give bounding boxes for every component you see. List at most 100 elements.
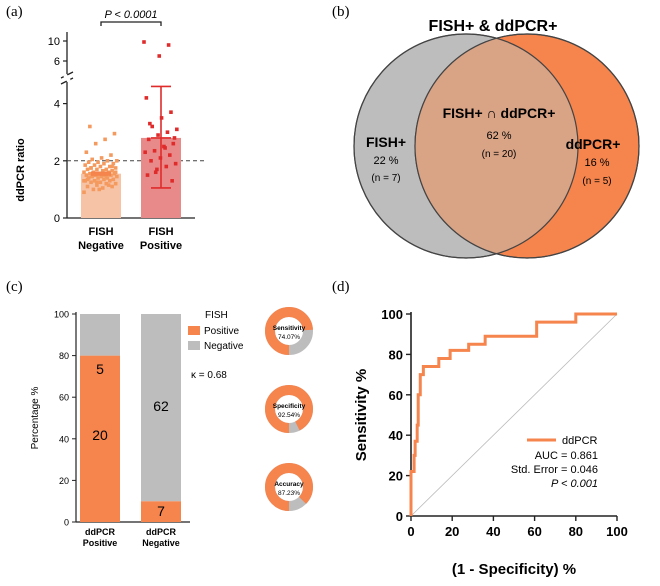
data-point-positive	[171, 141, 176, 146]
venn-right-pct: 16 %	[584, 157, 609, 169]
data-point-negative	[98, 164, 103, 169]
data-point-negative	[109, 153, 113, 157]
stacked-bar-positive	[80, 355, 120, 522]
data-point-positive	[153, 170, 158, 175]
y-tick-label: 40	[59, 434, 69, 444]
y-tick-label: 80	[389, 347, 403, 362]
panel-c-ylabel: Percentage %	[30, 386, 41, 449]
data-point-negative	[110, 164, 114, 169]
panel-a-error-bars	[91, 85, 171, 189]
panel-d: (d) Sensitivity % (1 - Specificity) % 00…	[332, 279, 628, 578]
panel-b: (b) FISH+ & ddPCR+ FISH+ 22 % (n = 7) FI…	[332, 4, 640, 259]
data-point-negative	[107, 164, 112, 169]
panel-c-stacked-bars	[80, 314, 181, 522]
data-point-negative	[98, 180, 103, 185]
legend-label: ddPCR	[562, 435, 598, 447]
category-label-line1: ddPCR	[85, 527, 115, 537]
panel-a-ylabel: ddPCR ratio	[15, 138, 27, 202]
y-tick-label: 20	[389, 469, 403, 484]
data-point-positive	[167, 153, 172, 157]
data-point-positive	[150, 124, 155, 129]
roc-reference-diagonal	[410, 313, 618, 517]
data-point-positive	[172, 136, 177, 140]
stacked-bar-negative	[141, 314, 181, 502]
data-point-negative	[88, 124, 92, 129]
legend-swatch-negative	[188, 341, 200, 350]
stacked-bar-positive	[141, 501, 181, 522]
data-point-negative	[95, 183, 99, 187]
panel-c-ticks: 0 20 40 60 80 100	[54, 310, 76, 528]
x-tick-label: 20	[445, 524, 459, 539]
panel-a: (a) ddPCR ratio 0 2 4 6 10 P < 0.0001 FISH N…	[6, 4, 205, 252]
panel-d-xlabel: (1 - Specificity) %	[452, 561, 576, 578]
data-point-positive	[164, 164, 169, 169]
data-point-positive	[163, 146, 167, 150]
venn-outline-ddpcr	[414, 33, 640, 259]
x-tick-label: 80	[569, 524, 583, 539]
data-point-negative	[95, 180, 99, 185]
data-point-negative	[102, 161, 106, 166]
data-point-negative	[113, 166, 118, 170]
data-point-negative	[111, 161, 116, 166]
legend-swatch-positive	[188, 326, 200, 335]
data-point-negative	[104, 174, 109, 179]
donut-value-arc	[265, 385, 313, 433]
data-point-positive	[157, 54, 162, 58]
data-point-negative	[92, 163, 97, 167]
x-tick-label: 40	[486, 524, 500, 539]
venn-right-title: ddPCR+	[566, 136, 621, 152]
data-point-negative	[92, 179, 97, 183]
data-point-positive	[144, 96, 149, 100]
y-tick-label: 100	[54, 310, 69, 320]
data-point-negative	[95, 167, 99, 172]
venn-left-pct: 22 %	[373, 155, 398, 167]
data-point-negative	[102, 177, 106, 182]
category-label-line1: FISH	[88, 226, 113, 238]
panel-a-label: (a)	[6, 4, 23, 20]
venn-center-pct: 62 %	[486, 130, 511, 142]
data-point-negative	[99, 156, 104, 160]
data-point-negative	[106, 183, 111, 187]
roc-curve-ddpcr	[409, 312, 617, 516]
data-point-negative	[96, 176, 100, 180]
data-point-negative	[85, 177, 90, 182]
panel-d-label: (d)	[332, 279, 350, 295]
stacked-bar-negative	[80, 314, 120, 356]
category-label-line1: ddPCR	[146, 527, 176, 537]
donut-value-arc	[265, 463, 313, 511]
data-point-negative	[89, 180, 93, 185]
data-point-positive	[152, 148, 157, 153]
kappa-value: κ = 0.68	[191, 370, 227, 381]
y-tick-label: 20	[59, 476, 69, 486]
data-point-positive	[170, 179, 174, 183]
y-tick-label: 80	[59, 351, 69, 361]
data-point-negative	[97, 187, 102, 192]
donut-value-arc	[265, 307, 313, 355]
donut-value: 92.54%	[278, 412, 300, 419]
data-point-positive	[146, 137, 151, 142]
data-point-positive	[169, 110, 173, 114]
panel-a-ticks: 0 2 4 6 10	[48, 36, 67, 225]
bar-label: 62	[153, 398, 169, 414]
data-point-negative	[88, 171, 92, 176]
panel-a-plot: 0 2 4 6 10 P < 0.0001 FISH Negative FISH Pos…	[48, 9, 205, 252]
data-point-positive	[142, 40, 146, 44]
y-tick-label: 40	[389, 428, 403, 443]
venn-center-title: FISH+ ∩ ddPCR+	[443, 105, 556, 121]
data-point-positive	[155, 167, 159, 172]
donut-label: Accuracy	[274, 481, 304, 488]
venn-left-n: (n = 7)	[371, 173, 400, 184]
data-point-negative	[100, 186, 105, 190]
data-point-negative	[84, 173, 89, 177]
data-point-negative	[84, 150, 89, 155]
data-point-negative	[96, 160, 100, 165]
data-point-positive	[173, 161, 178, 166]
data-point-negative	[100, 169, 105, 173]
x-tick-label: 0	[407, 524, 414, 539]
p-value-text: P < 0.001	[551, 478, 598, 490]
venn-outline-fish	[353, 33, 579, 259]
venn-left-title: FISH+	[366, 134, 406, 150]
data-point-negative	[115, 159, 119, 163]
bar-label: 5	[96, 361, 104, 377]
data-point-negative	[86, 160, 91, 165]
